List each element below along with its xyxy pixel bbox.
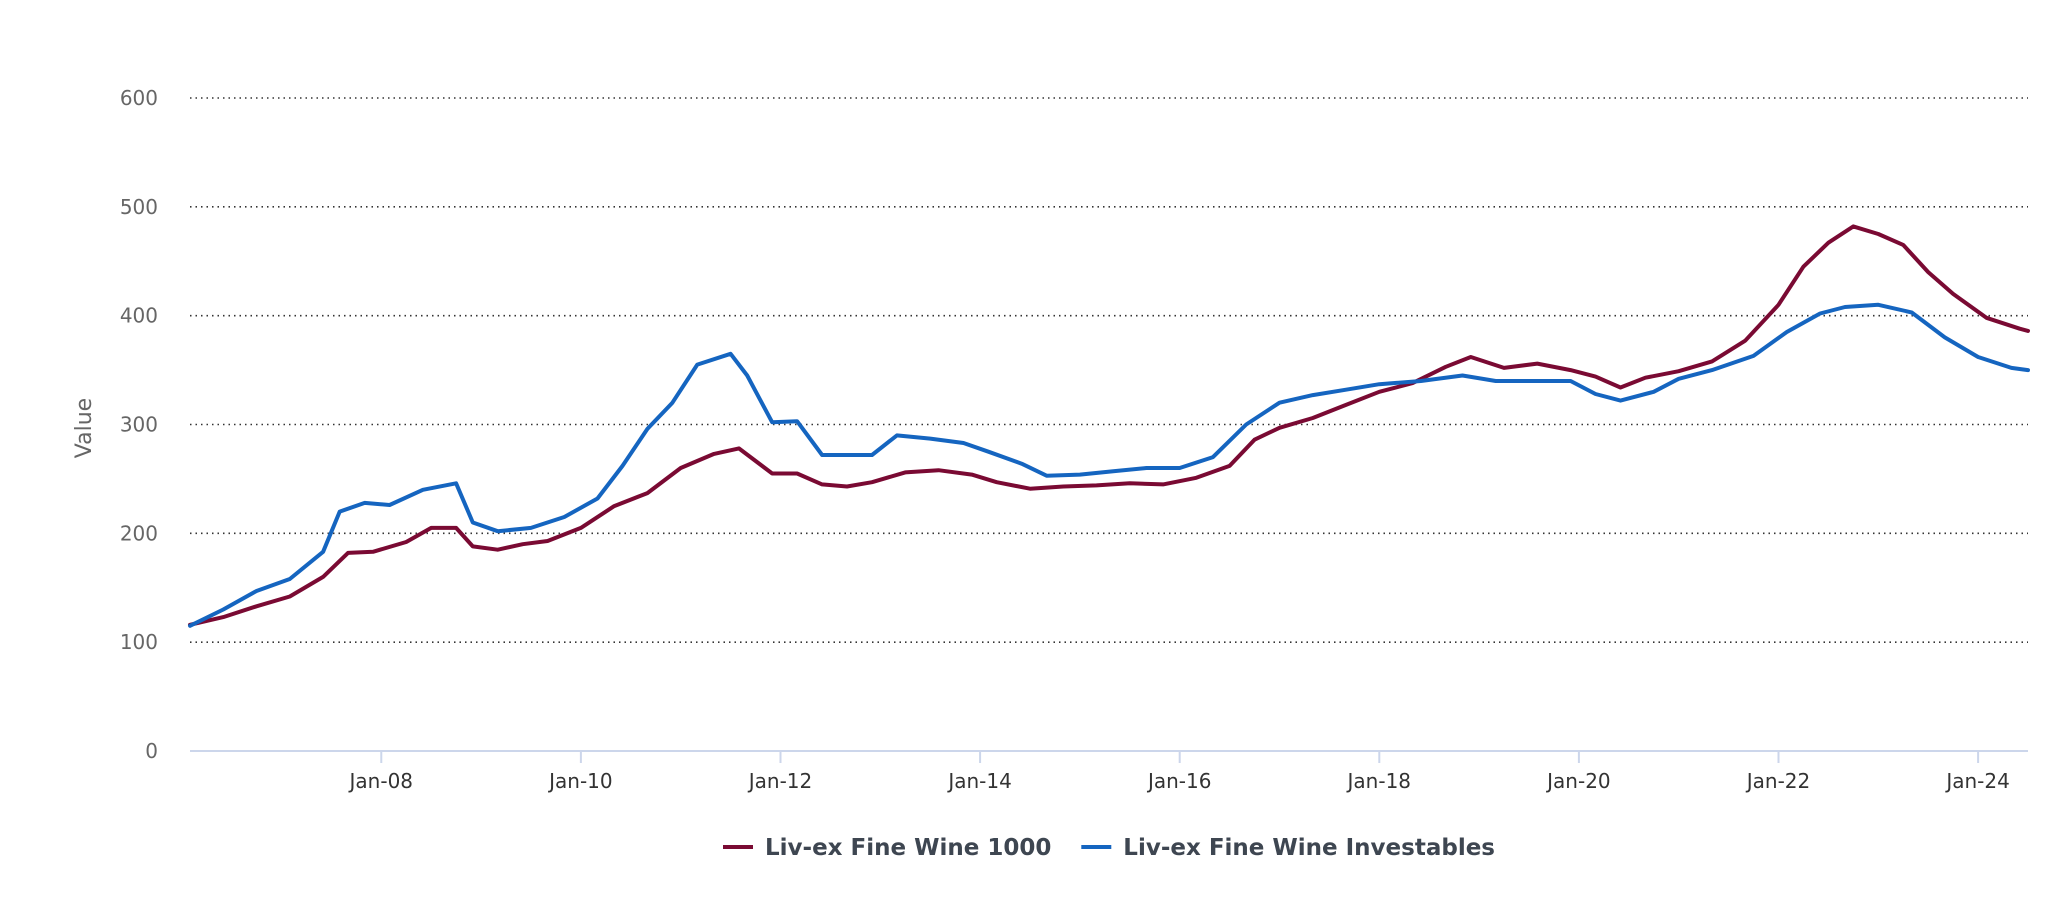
y-tick-label: 300 xyxy=(120,413,158,437)
x-tick-label: Jan-22 xyxy=(1745,769,1811,793)
x-tick-label: Jan-12 xyxy=(747,769,813,793)
x-axis: Jan-08 Jan-10 Jan-12 Jan-14 Jan-16 Jan-18 Jan-… xyxy=(190,750,2028,793)
series-lines xyxy=(188,224,2030,628)
x-tick-label: Jan-24 xyxy=(1944,769,2010,793)
grid-lines xyxy=(190,97,2028,643)
y-tick-label: 400 xyxy=(120,304,158,328)
legend-item-2[interactable]: Liv-ex Fine Wine Investables xyxy=(1081,835,1495,861)
legend-item-1[interactable]: Liv-ex Fine Wine 1000 xyxy=(723,835,1051,861)
x-tick-label: Jan-18 xyxy=(1346,769,1412,793)
x-tick-label: Jan-14 xyxy=(946,769,1012,793)
legend-label: Liv-ex Fine Wine 1000 xyxy=(765,835,1051,861)
y-axis-title: Value xyxy=(72,398,97,458)
legend-label: Liv-ex Fine Wine Investables xyxy=(1123,835,1495,861)
y-axis-ticks: 0 100 200 300 400 500 600 xyxy=(120,86,158,763)
y-tick-label: 0 xyxy=(145,739,158,763)
legend: Liv-ex Fine Wine 1000 Liv-ex Fine Wine In… xyxy=(723,835,1495,861)
series-line-1 xyxy=(188,224,2030,627)
x-tick-label: Jan-10 xyxy=(547,769,613,793)
y-tick-label: 100 xyxy=(120,630,158,654)
x-tick-label: Jan-16 xyxy=(1146,769,1212,793)
y-tick-label: 500 xyxy=(120,195,158,219)
series-line-2 xyxy=(188,302,2030,628)
x-tick-label: Jan-08 xyxy=(348,769,414,793)
y-tick-label: 200 xyxy=(120,521,158,545)
y-tick-label: 600 xyxy=(120,86,158,110)
x-tick-label: Jan-20 xyxy=(1545,769,1611,793)
